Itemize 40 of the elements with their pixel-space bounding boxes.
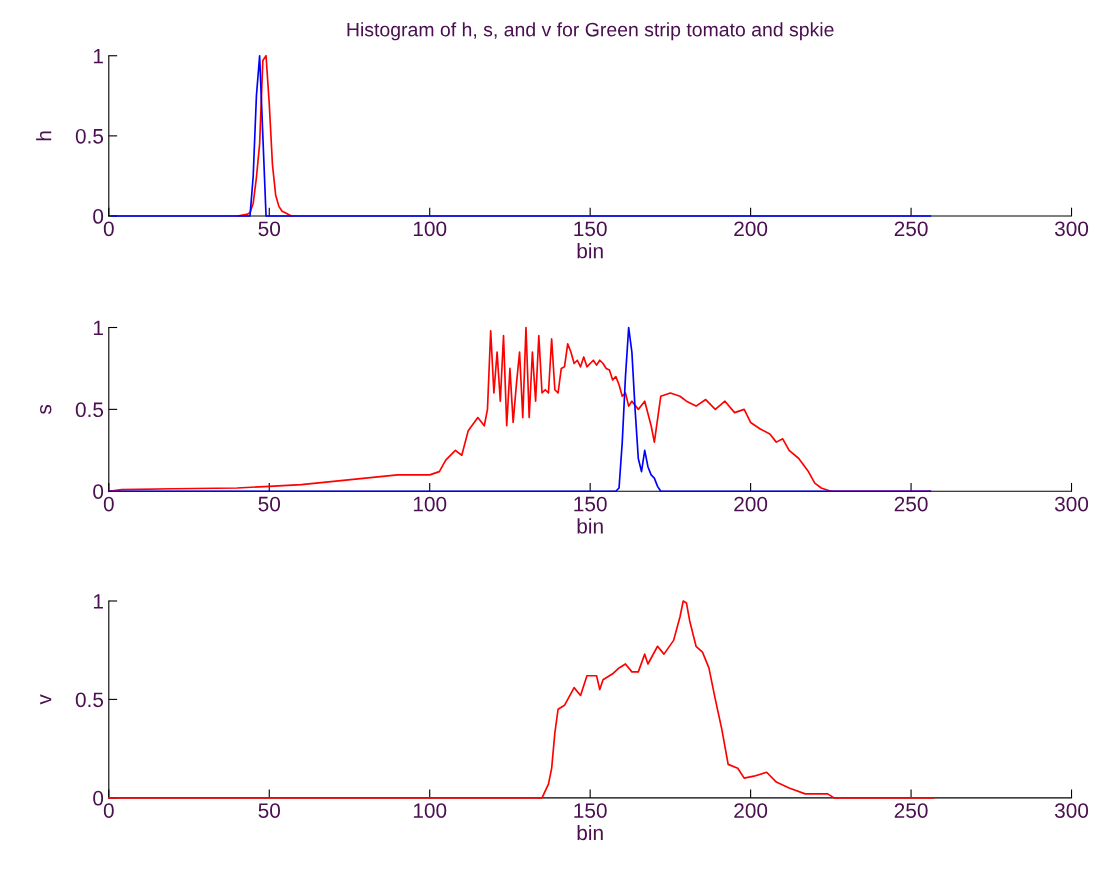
x-tick-label: 50 — [258, 803, 281, 818]
x-tick-label: 150 — [574, 803, 607, 818]
line-series — [107, 600, 935, 799]
line-series — [107, 326, 932, 493]
line-series — [111, 54, 932, 217]
y-tick-label: 0 — [93, 484, 104, 499]
y-tick-label: 1 — [93, 320, 103, 336]
x-tick-label: 0 — [103, 803, 114, 818]
y-tick-label: 0 — [93, 209, 104, 224]
x-tick-label: 200 — [734, 221, 768, 237]
y-tick-label: 0.5 — [75, 402, 104, 418]
y-tick-label: 0 — [93, 790, 104, 806]
x-tick-label: 0 — [103, 221, 114, 237]
x-tick-label: 250 — [894, 803, 928, 818]
y-axis-title: h — [36, 131, 52, 141]
x-tick-label: 200 — [734, 803, 768, 818]
x-tick-label: 150 — [574, 496, 607, 512]
y-tick-label: 1 — [93, 48, 103, 64]
x-axis-title: bin — [577, 243, 603, 259]
y-tick-label: 0.5 — [75, 128, 104, 144]
x-tick-label: 250 — [894, 221, 928, 237]
x-axis-title: bin — [577, 518, 603, 534]
x-tick-label: 300 — [1054, 803, 1089, 818]
x-tick-label: 100 — [413, 803, 447, 818]
y-axis-title: s — [40, 404, 52, 414]
x-axis-title: bin — [577, 824, 603, 841]
x-tick-label: 250 — [894, 496, 928, 512]
x-tick-label: 100 — [413, 221, 447, 237]
x-tick-label: 200 — [734, 496, 768, 512]
x-tick-label: 50 — [258, 496, 281, 512]
y-tick-label: 0.5 — [75, 692, 104, 708]
x-tick-label: 100 — [413, 496, 447, 512]
x-tick-label: 300 — [1054, 496, 1089, 512]
x-tick-label: 0 — [103, 496, 114, 512]
chart-title: Histogram of h, s, and v for Green strip tomato and spkie — [347, 22, 834, 41]
x-tick-label: 150 — [574, 221, 607, 237]
x-tick-label: 300 — [1054, 221, 1089, 237]
y-tick-label: 1 — [93, 594, 103, 609]
x-tick-label: 50 — [258, 221, 281, 237]
y-axis-title: v — [40, 694, 52, 705]
